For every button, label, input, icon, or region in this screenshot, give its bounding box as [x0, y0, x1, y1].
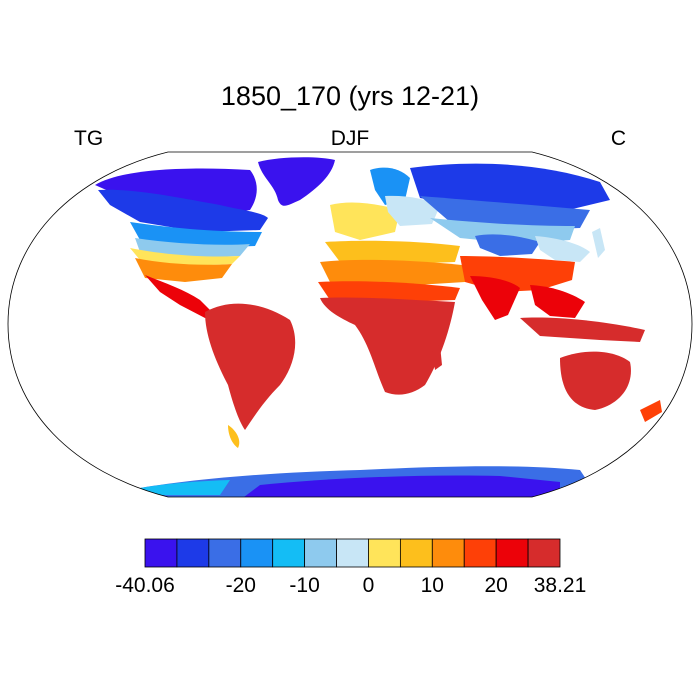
colorbar-tick-label: 38.21	[534, 574, 587, 597]
north-america-cool	[135, 238, 250, 258]
land-temperature-field	[95, 157, 662, 497]
north-america-north	[98, 189, 268, 232]
colorbar-tick-label: -40.06	[115, 574, 175, 597]
colorbar-box	[272, 538, 306, 568]
new-zealand	[640, 400, 662, 422]
southeast-asia	[530, 285, 585, 318]
europe-west	[330, 202, 400, 240]
tibet-cold	[475, 234, 540, 256]
europe-central	[385, 195, 440, 226]
colorbar-box	[176, 538, 210, 568]
colorbar-tick-label: -10	[289, 574, 319, 597]
north-africa	[320, 259, 470, 286]
colorbar-boxes	[144, 538, 561, 568]
greenland	[258, 157, 335, 206]
central-america	[145, 275, 215, 318]
colorbar-tick-label: 0	[363, 574, 375, 597]
plot-title: 1850_170 (yrs 12-21)	[220, 81, 480, 111]
season-label: DJF	[330, 127, 370, 150]
variable-label: TG	[74, 127, 104, 150]
sahel	[318, 281, 460, 302]
indonesia	[520, 317, 645, 342]
antarctica-edge	[140, 480, 230, 495]
antarctica-interior	[240, 475, 560, 497]
colorbar-box	[144, 538, 178, 568]
china-north	[535, 236, 590, 262]
africa	[320, 297, 455, 395]
mediterranean-belt	[325, 240, 460, 264]
globe-outline	[7, 151, 693, 498]
colorbar-tick-label: -20	[226, 574, 256, 597]
south-america	[205, 303, 296, 430]
colorbar-box	[304, 538, 337, 568]
units-label: C	[610, 127, 626, 150]
madagascar	[432, 345, 442, 370]
colorbar-box	[208, 538, 242, 568]
world-map	[7, 151, 693, 498]
india	[470, 276, 520, 320]
colorbar-box	[527, 538, 561, 568]
colorbar-box	[495, 538, 529, 568]
colorbar-box	[399, 538, 433, 568]
colorbar-box	[368, 538, 401, 568]
scandinavia	[370, 167, 410, 205]
colorbar-box	[463, 538, 497, 568]
colorbar-tick-labels: -40.06 -20 -10 0 10 20 38.21	[115, 574, 586, 597]
japan	[592, 228, 605, 258]
colorbar-box	[336, 538, 369, 568]
australia	[560, 351, 631, 410]
north-america-mild	[130, 248, 240, 266]
colorbar: -40.06 -20 -10 0 10 20 38.21	[115, 538, 586, 597]
colorbar-box	[240, 538, 274, 568]
colorbar-tick-label: 20	[484, 574, 507, 597]
colorbar-box	[431, 538, 465, 568]
south-america-tip	[228, 425, 240, 448]
colorbar-tick-label: 10	[421, 574, 444, 597]
north-america-warm	[135, 258, 232, 282]
